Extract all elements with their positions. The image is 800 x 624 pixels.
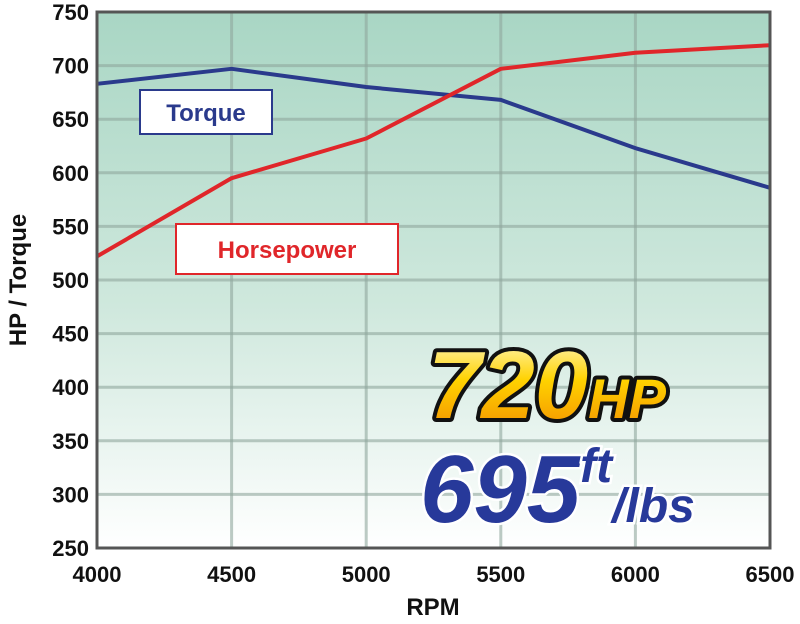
x-tick-label: 5000 [342, 562, 391, 587]
y-tick-label: 350 [52, 429, 89, 454]
y-tick-label: 750 [52, 0, 89, 25]
y-axis-label: HP / Torque [5, 214, 32, 346]
y-tick-label: 500 [52, 268, 89, 293]
svg-text:695ft/lbs: 695ft/lbs [420, 436, 695, 543]
y-tick-label: 450 [52, 322, 89, 347]
torque-annotation: 695ft/lbs [418, 434, 698, 546]
x-axis-label: RPM [406, 594, 459, 621]
y-tick-label: 700 [52, 54, 89, 79]
torque-unit-top: ft [580, 440, 614, 493]
y-tick-label: 400 [52, 375, 89, 400]
plot-frame [95, 10, 772, 550]
x-tick-label: 6500 [746, 562, 795, 587]
x-tick-label: 4500 [207, 562, 256, 587]
series-line-horsepower [95, 43, 771, 259]
y-tick-label: 600 [52, 161, 89, 186]
torque-number: 695 [420, 436, 582, 543]
legend-horsepower: Horsepower [218, 237, 357, 264]
hp-number: 720 [428, 332, 588, 439]
series-line-torque [96, 66, 771, 190]
y-tick-label: 250 [52, 536, 89, 561]
legend-horsepower-box [175, 223, 399, 275]
y-tick-label: 300 [52, 482, 89, 507]
legend-torque: Torque [166, 100, 246, 127]
y-tick-label: 550 [52, 214, 89, 239]
x-tick-label: 5500 [476, 562, 525, 587]
x-tick-label: 6000 [611, 562, 660, 587]
legend-torque-box [139, 89, 273, 135]
hp-annotation: 720HP [424, 328, 671, 443]
x-tick-label: 4000 [73, 562, 122, 587]
torque-unit-bottom: /lbs [610, 480, 695, 533]
hp-unit: HP [588, 367, 666, 430]
svg-text:720HP: 720HP [428, 332, 667, 439]
y-tick-label: 650 [52, 107, 89, 132]
